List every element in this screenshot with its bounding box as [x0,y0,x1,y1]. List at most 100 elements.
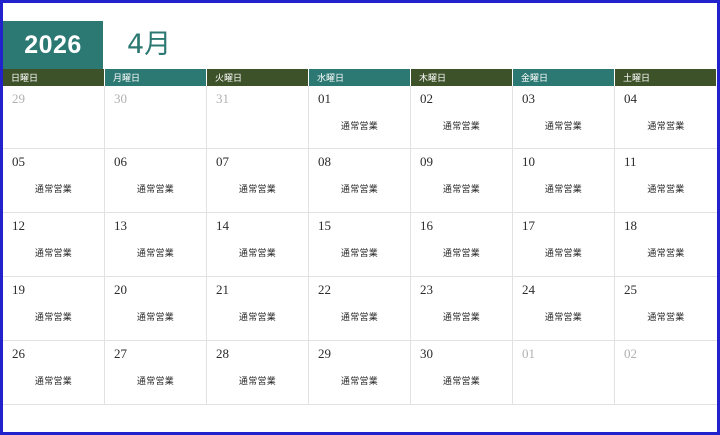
day-event-label[interactable]: 通常営業 [34,313,73,323]
day-cell[interactable]: 06 通常営業 [105,149,207,213]
day-event-label[interactable]: 通常営業 [340,185,379,195]
day-event-label[interactable]: 通常営業 [34,185,73,195]
day-cell[interactable]: 17 通常営業 [513,213,615,277]
day-event-label[interactable]: 通常営業 [340,122,379,132]
day-event-label[interactable]: 通常営業 [34,249,73,259]
day-number: 26 [12,346,25,361]
day-cell[interactable]: 31 [207,86,309,149]
calendar-week-row: 12 通常営業 13 通常営業 14 通常営業 15 通常営業 16 通常営業 17 通常営業 18 通常… [3,213,717,277]
weekday-header-0: 日曜日 [3,69,105,86]
day-cell[interactable]: 19 通常営業 [3,277,105,341]
day-number: 12 [12,218,25,233]
day-cell[interactable]: 10 通常営業 [513,149,615,213]
day-cell[interactable]: 28 通常営業 [207,341,309,405]
day-event-label[interactable]: 通常営業 [647,122,685,132]
day-number: 07 [216,154,229,169]
day-cell[interactable]: 16 通常営業 [411,213,513,277]
day-number: 30 [420,346,433,361]
day-event-label[interactable]: 通常営業 [544,313,583,323]
day-event-label[interactable]: 通常営業 [442,313,481,323]
day-number: 24 [522,282,535,297]
calendar-weeks: 29 30 31 01 通常営業 02 通常営業 03 通常営業 04 通常営業 05 通常営業 06 通常… [3,86,717,405]
day-number: 01 [522,346,535,361]
day-event-label[interactable]: 通常営業 [647,185,685,195]
calendar-titlebar: 2026 4月 [3,21,717,69]
day-cell[interactable]: 30 通常営業 [411,341,513,405]
day-cell[interactable]: 18 通常営業 [615,213,717,277]
day-number: 08 [318,154,331,169]
day-event-label[interactable]: 通常営業 [647,249,685,259]
day-number: 14 [216,218,229,233]
day-event-label[interactable]: 通常営業 [136,377,175,387]
day-event-label[interactable]: 通常営業 [238,249,277,259]
day-event-label[interactable]: 通常営業 [647,313,685,323]
day-event-label[interactable]: 通常営業 [238,377,277,387]
day-cell[interactable]: 12 通常営業 [3,213,105,277]
day-event-label[interactable]: 通常営業 [136,313,175,323]
day-event-label[interactable]: 通常営業 [442,377,481,387]
day-cell[interactable]: 01 通常営業 [309,86,411,149]
day-cell[interactable]: 20 通常営業 [105,277,207,341]
day-cell[interactable]: 27 通常営業 [105,341,207,405]
weekday-header-1: 月曜日 [105,69,207,86]
day-cell[interactable]: 13 通常営業 [105,213,207,277]
day-event-label[interactable]: 通常営業 [544,185,583,195]
day-cell[interactable]: 15 通常営業 [309,213,411,277]
day-number: 16 [420,218,433,233]
day-number: 25 [624,282,637,297]
day-cell[interactable]: 24 通常営業 [513,277,615,341]
day-number: 21 [216,282,229,297]
day-number: 19 [12,282,25,297]
day-number: 18 [624,218,637,233]
calendar-week-row: 29 30 31 01 通常営業 02 通常営業 03 通常営業 04 通常営業 [3,86,717,149]
day-event-label[interactable]: 通常営業 [34,377,73,387]
day-event-label[interactable]: 通常営業 [238,313,277,323]
calendar-grid: 日曜日 月曜日 火曜日 水曜日 木曜日 金曜日 土曜日 29 30 31 01 通常営業 02 通常営業… [3,69,717,405]
day-event-label[interactable]: 通常営業 [136,249,175,259]
day-cell[interactable]: 03 通常営業 [513,86,615,149]
day-event-label[interactable]: 通常営業 [544,249,583,259]
day-number: 17 [522,218,535,233]
day-cell[interactable]: 08 通常営業 [309,149,411,213]
day-cell[interactable]: 22 通常営業 [309,277,411,341]
day-event-label[interactable]: 通常営業 [340,313,379,323]
day-cell[interactable]: 29 通常営業 [309,341,411,405]
day-number: 31 [216,91,229,106]
day-event-label[interactable]: 通常営業 [442,185,481,195]
day-cell[interactable]: 07 通常営業 [207,149,309,213]
day-number: 02 [420,91,433,106]
day-cell[interactable]: 29 [3,86,105,149]
day-cell[interactable]: 02 通常営業 [411,86,513,149]
day-number: 27 [114,346,127,361]
day-event-label[interactable]: 通常営業 [340,377,379,387]
day-cell[interactable]: 02 [615,341,717,405]
day-cell[interactable]: 21 通常営業 [207,277,309,341]
day-cell[interactable]: 05 通常営業 [3,149,105,213]
day-number: 01 [318,91,331,106]
weekday-header-row: 日曜日 月曜日 火曜日 水曜日 木曜日 金曜日 土曜日 [3,69,717,86]
day-number: 29 [318,346,331,361]
day-cell[interactable]: 09 通常営業 [411,149,513,213]
day-cell[interactable]: 01 [513,341,615,405]
day-cell[interactable]: 14 通常営業 [207,213,309,277]
day-cell[interactable]: 11 通常営業 [615,149,717,213]
day-cell[interactable]: 30 [105,86,207,149]
day-cell[interactable]: 23 通常営業 [411,277,513,341]
day-number: 29 [12,91,25,106]
day-event-label[interactable]: 通常営業 [442,122,481,132]
day-event-label[interactable]: 通常営業 [340,249,379,259]
weekday-header-4: 木曜日 [411,69,513,86]
day-event-label[interactable]: 通常営業 [136,185,175,195]
day-event-label[interactable]: 通常営業 [442,249,481,259]
day-event-label[interactable]: 通常営業 [238,185,277,195]
month-label: 4月 [127,29,172,60]
day-number: 03 [522,91,535,106]
weekday-header-3: 水曜日 [309,69,411,86]
day-event-label[interactable]: 通常営業 [544,122,583,132]
day-cell[interactable]: 04 通常営業 [615,86,717,149]
day-number: 28 [216,346,229,361]
day-cell[interactable]: 25 通常営業 [615,277,717,341]
year-badge: 2026 [3,21,103,69]
day-cell[interactable]: 26 通常営業 [3,341,105,405]
